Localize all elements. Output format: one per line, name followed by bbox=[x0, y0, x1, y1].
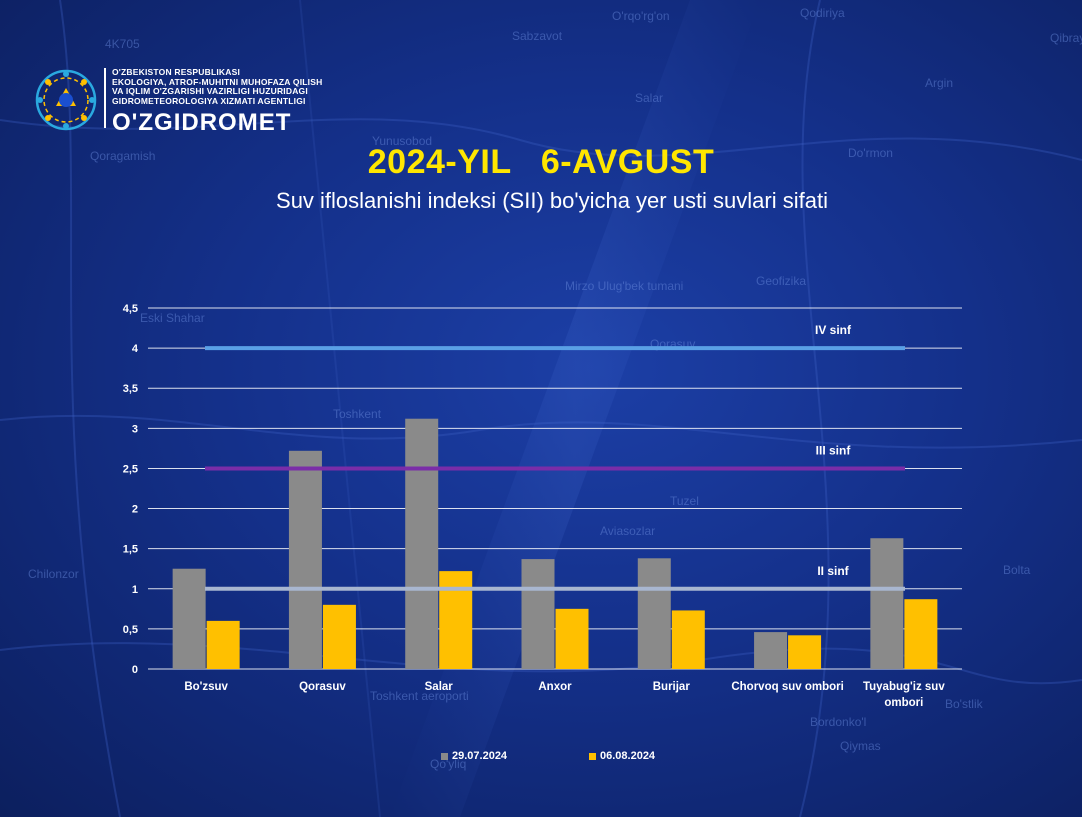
legend-label: 06.08.2024 bbox=[600, 750, 656, 762]
org-line: O'ZBEKISTON RESPUBLIKASI bbox=[112, 67, 241, 77]
x-tick-label: Tuyabug'iz suv bbox=[863, 681, 945, 693]
x-tick-label: Burijar bbox=[653, 681, 691, 693]
agency-logo: O'ZBEKISTON RESPUBLIKASI EKOLOGIYA, ATRO… bbox=[34, 67, 354, 138]
x-tick-label: Bo'zsuv bbox=[184, 681, 228, 693]
y-tick-label: 0 bbox=[132, 664, 138, 676]
map-label: Qoragamish bbox=[90, 149, 155, 163]
map-label: Sabzavot bbox=[512, 29, 563, 43]
map-label: Aviasozlar bbox=[600, 524, 655, 538]
map-label: Toshkent aeroporti bbox=[370, 689, 469, 703]
threshold-label: IV sinf bbox=[815, 323, 852, 337]
bar-series-2 bbox=[671, 610, 705, 669]
bar-series-1 bbox=[288, 450, 322, 669]
x-tick-label: Anxor bbox=[538, 681, 572, 693]
bar-series-1 bbox=[637, 558, 671, 669]
legend-label: 29.07.2024 bbox=[452, 750, 508, 762]
org-name: O'ZGIDROMET bbox=[112, 109, 292, 136]
org-line: GIDROMETEOROLOGIYA XIZMATI AGENTLIGI bbox=[112, 95, 306, 106]
map-label: Chilonzor bbox=[28, 567, 79, 581]
org-line: VA IQLIM O'ZGARISHI VAZIRLIGI HUZURIDAGI bbox=[112, 86, 308, 96]
bar-series-1 bbox=[754, 632, 788, 669]
agency-name-block: O'ZBEKISTON RESPUBLIKASI EKOLOGIYA, ATRO… bbox=[104, 67, 354, 136]
threshold-label: III sinf bbox=[816, 443, 852, 457]
threshold-label: II sinf bbox=[817, 564, 849, 578]
legend-item-series-1: 29.07.2024 bbox=[441, 750, 507, 762]
map-label: Eski Shahar bbox=[140, 311, 205, 325]
x-tick-label: Chorvoq suv ombori bbox=[731, 681, 843, 693]
y-tick-label: 4,5 bbox=[123, 303, 138, 315]
bar-series-1 bbox=[405, 418, 439, 669]
y-tick-label: 2,5 bbox=[123, 463, 138, 475]
legend-item-series-2: 06.08.2024 bbox=[589, 750, 655, 762]
map-label: Salar bbox=[635, 91, 663, 105]
page-subtitle: Suv ifloslanishi indeksi (SII) bo'yicha … bbox=[276, 188, 828, 213]
y-tick-label: 2 bbox=[132, 504, 138, 516]
map-label: Yunusobod bbox=[372, 134, 432, 148]
bar-series-2 bbox=[439, 571, 473, 669]
x-tick-label: ombori bbox=[884, 697, 923, 709]
map-label: Geofizika bbox=[756, 274, 806, 288]
map-label: Argin bbox=[925, 76, 953, 90]
map-label: Do'rmon bbox=[848, 146, 893, 160]
bar-series-2 bbox=[788, 635, 822, 669]
bar-series-2 bbox=[555, 608, 589, 669]
map-label: Mirzo Ulug'bek tumani bbox=[565, 279, 683, 293]
bar-series-1 bbox=[172, 568, 206, 669]
map-label: Qo'yliq bbox=[430, 757, 466, 771]
map-label: Toshkent bbox=[333, 407, 382, 421]
map-label: Qodiriya bbox=[800, 6, 845, 20]
legend-swatch bbox=[589, 752, 596, 760]
map-label: Bordonko'l bbox=[810, 715, 866, 729]
x-tick-label: Salar bbox=[425, 681, 454, 693]
map-label: Bo'stlik bbox=[945, 697, 984, 711]
y-tick-label: 3 bbox=[132, 423, 138, 435]
legend-swatch bbox=[441, 752, 448, 760]
bar-series-2 bbox=[206, 620, 240, 669]
y-tick-label: 3,5 bbox=[123, 383, 138, 395]
page-title: 2024-YIL 6-AVGUST bbox=[367, 143, 715, 181]
map-label: O'rqo'rg'on bbox=[612, 9, 670, 23]
org-line: EKOLOGIYA, ATROF-MUHITNI MUHOFAZA QILISH bbox=[112, 76, 323, 87]
map-label: Tuzel bbox=[670, 494, 699, 508]
y-tick-label: 0,5 bbox=[123, 624, 138, 636]
x-tick-label: Qorasuv bbox=[299, 681, 346, 693]
bar-series-1 bbox=[870, 538, 904, 669]
map-label: Qiymas bbox=[840, 739, 881, 753]
bar-series-1 bbox=[521, 559, 555, 669]
y-tick-label: 1 bbox=[132, 584, 138, 596]
map-label: Bolta bbox=[1003, 563, 1031, 577]
bar-series-2 bbox=[904, 599, 938, 669]
bar-series-2 bbox=[322, 604, 356, 669]
y-tick-label: 1,5 bbox=[123, 544, 138, 556]
map-label: Qibray bbox=[1050, 31, 1082, 45]
y-tick-label: 4 bbox=[132, 343, 139, 355]
map-label: 4K705 bbox=[105, 37, 140, 51]
agency-emblem-icon bbox=[35, 69, 97, 131]
